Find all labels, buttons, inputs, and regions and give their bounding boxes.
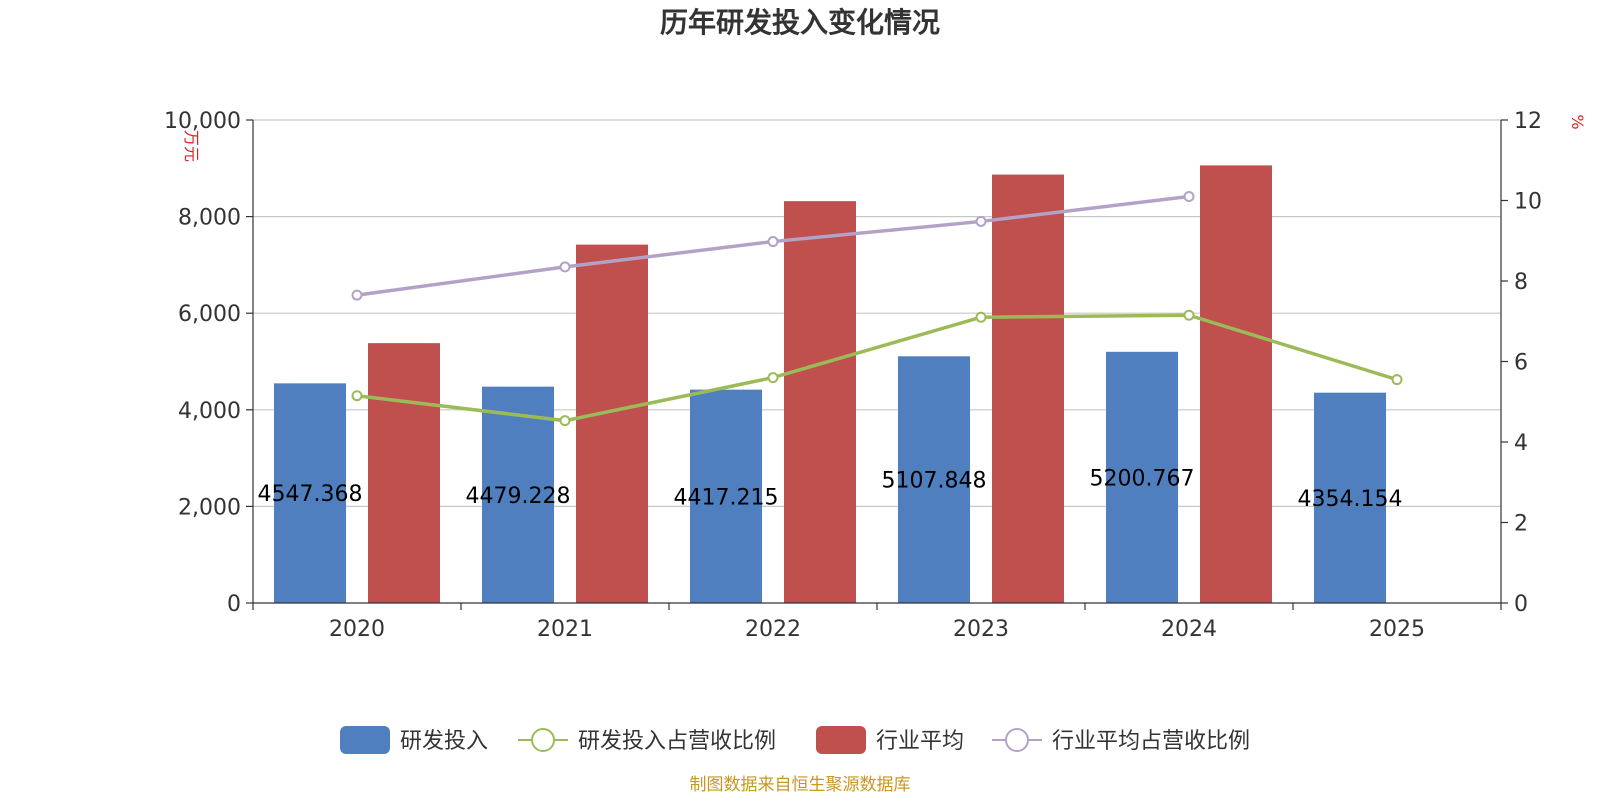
right-axis-tick-label: 10 xyxy=(1514,190,1542,215)
legend-item: 行业平均占营收比例 xyxy=(992,728,1250,754)
legend-item: 研发投入 xyxy=(340,726,488,754)
chart-title: 历年研发投入变化情况 xyxy=(660,6,940,39)
legend-marker xyxy=(1005,728,1029,752)
legend-swatch xyxy=(340,726,390,754)
bar-data-label: 5107.848 xyxy=(882,469,987,494)
bar-rd-2022 xyxy=(690,389,762,603)
legend-swatch xyxy=(816,726,866,754)
series-line xyxy=(356,313,1398,423)
bar-data-label: 5200.767 xyxy=(1090,466,1195,491)
legend-label: 行业平均 xyxy=(876,729,964,754)
bar-data-label: 4417.215 xyxy=(674,485,779,510)
line-point xyxy=(351,289,363,301)
left-axis-tick-label: 8,000 xyxy=(178,206,241,231)
bar-rd-2020 xyxy=(274,383,346,603)
data-labels: 4547.368 4479.228 4417.215 5107.848 5200.767… xyxy=(258,466,1403,511)
line-point xyxy=(975,311,987,323)
x-axis-tick-label: 2024 xyxy=(1161,617,1217,642)
bar-industry-2024 xyxy=(1200,165,1272,604)
bar-industry-2022 xyxy=(784,201,856,604)
legend-marker xyxy=(531,728,555,752)
bar-data-label: 4479.228 xyxy=(466,484,571,509)
legend-item: 行业平均 xyxy=(816,726,964,754)
bar-industry-2020 xyxy=(368,343,440,603)
left-axis-tick-label: 10,000 xyxy=(164,109,241,134)
line-point xyxy=(351,390,363,402)
line-point xyxy=(767,236,779,248)
left-axis-tick-label: 2,000 xyxy=(178,495,241,520)
x-axis-tick-label: 2021 xyxy=(537,617,593,642)
right-axis-tick-label: 2 xyxy=(1514,512,1528,537)
legend-item: 研发投入占营收比例 xyxy=(518,728,776,754)
lines xyxy=(351,190,1403,427)
left-axis-tick-label: 4,000 xyxy=(178,399,241,424)
bar-industry-2023 xyxy=(992,174,1064,604)
right-axis-unit: % xyxy=(1568,114,1587,129)
x-axis-tick-label: 2025 xyxy=(1369,617,1425,642)
bar-rd-2024 xyxy=(1106,351,1178,603)
axes: 0 2,000 4,000 6,000 8,000 10,000 0 2 4 6 8 10 12 2020… xyxy=(164,109,1542,642)
right-axis-tick-label: 12 xyxy=(1514,109,1542,134)
source-note: 制图数据来自恒生聚源数据库 xyxy=(690,775,911,795)
right-axis-tick-label: 0 xyxy=(1514,592,1528,617)
x-axis-tick-label: 2023 xyxy=(953,617,1009,642)
grid xyxy=(253,119,1501,507)
line-point xyxy=(975,215,987,227)
right-axis-tick-label: 4 xyxy=(1514,431,1528,456)
legend-label: 研发投入占营收比例 xyxy=(578,729,776,754)
left-axis-tick-label: 0 xyxy=(227,592,241,617)
right-axis-tick-label: 6 xyxy=(1514,351,1528,376)
line-point xyxy=(1183,190,1195,202)
line-point xyxy=(1391,374,1403,386)
legend-label: 研发投入 xyxy=(400,729,488,754)
legend-label: 行业平均占营收比例 xyxy=(1052,729,1250,754)
right-axis-tick-label: 8 xyxy=(1514,270,1528,295)
x-axis-tick-label: 2020 xyxy=(329,617,385,642)
line-point xyxy=(767,372,779,384)
bar-rd-2021 xyxy=(482,386,554,603)
bar-industry-2021 xyxy=(576,244,648,603)
line-point xyxy=(559,261,571,273)
bars xyxy=(274,165,1386,604)
x-axis-tick-label: 2022 xyxy=(745,617,801,642)
line-point xyxy=(1183,309,1195,321)
left-axis-tick-label: 6,000 xyxy=(178,302,241,327)
line-point xyxy=(559,415,571,427)
legend: 研发投入 研发投入占营收比例 行业平均 行业平均占营收比例 xyxy=(340,726,1250,754)
left-axis-unit: 万元 xyxy=(182,130,201,162)
bar-data-label: 4547.368 xyxy=(258,482,363,507)
bar-rd-2023 xyxy=(898,356,970,603)
bar-data-label: 4354.154 xyxy=(1298,487,1403,512)
bar-rd-2025 xyxy=(1314,392,1386,603)
